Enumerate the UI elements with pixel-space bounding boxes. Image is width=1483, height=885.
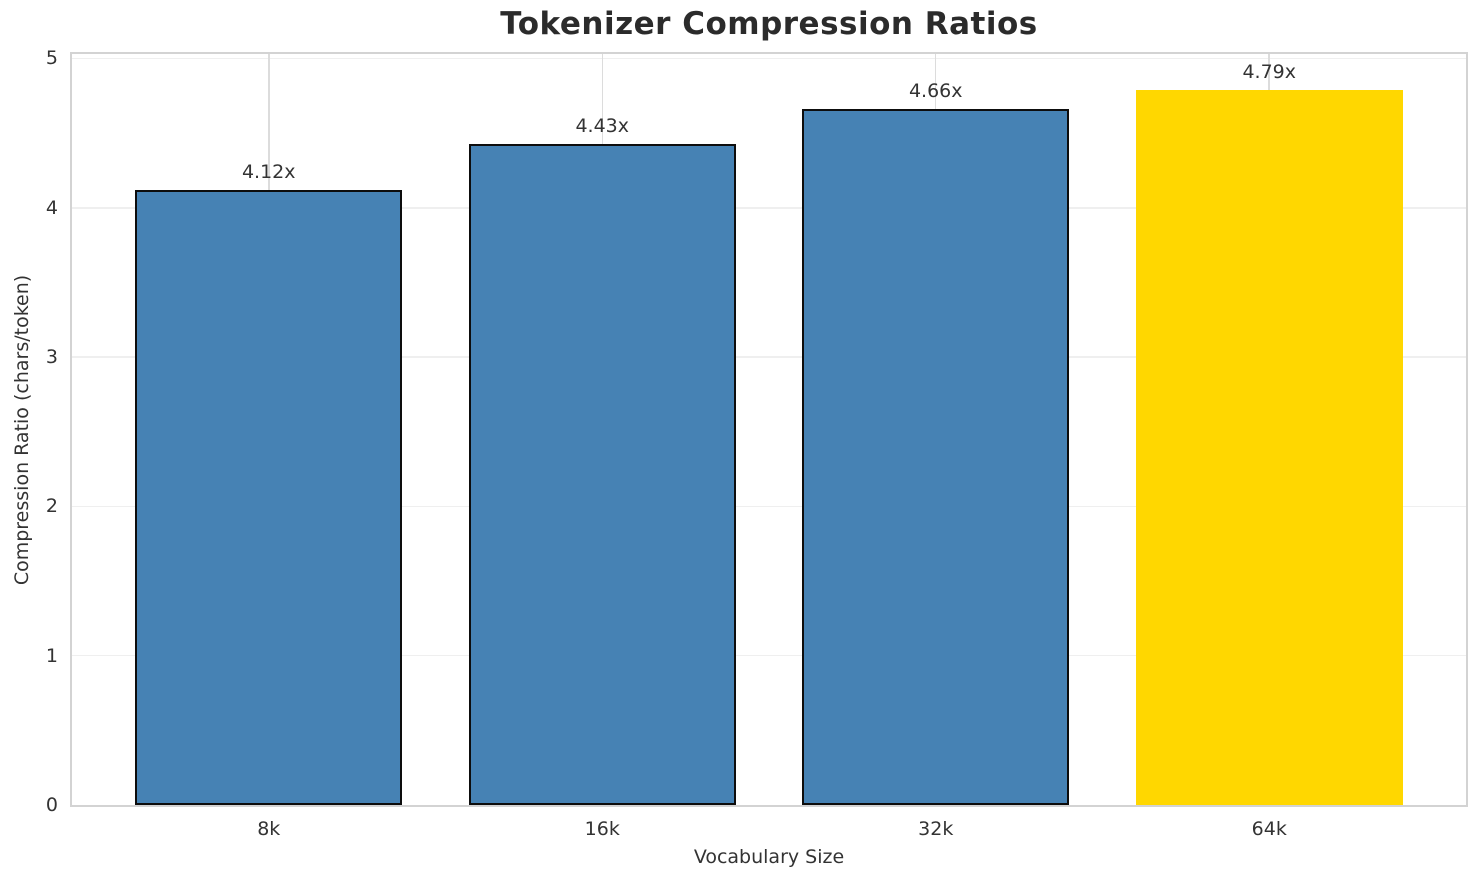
x-tick-label-16k: 16k: [584, 818, 620, 840]
bar-value-label-32k: 4.66x: [908, 80, 963, 103]
chart-title: Tokenizer Compression Ratios: [500, 6, 1038, 42]
y-tick-label-1: 1: [45, 644, 58, 667]
x-axis-label: Vocabulary Size: [693, 846, 845, 868]
bar-value-label-64k: 4.79x: [1242, 60, 1297, 83]
bar-32k: [802, 109, 1070, 805]
horizontal-gridline: [72, 505, 1466, 508]
bar-8k: [135, 189, 403, 805]
horizontal-gridline: [72, 356, 1466, 358]
y-tick-label-3: 3: [45, 346, 58, 369]
y-axis-label: Compression Ratio (chars/token): [11, 274, 33, 586]
horizontal-gridline: [72, 654, 1466, 657]
y-tick-label-4: 4: [45, 196, 58, 219]
x-tick-label-64k: 64k: [1251, 818, 1287, 840]
bar-value-label-8k: 4.12x: [241, 160, 296, 183]
x-tick-label-8k: 8k: [257, 818, 281, 840]
bar-16k: [468, 143, 736, 805]
horizontal-gridline: [72, 57, 1466, 60]
y-tick-label-5: 5: [45, 47, 58, 70]
horizontal-gridline: [72, 207, 1466, 209]
y-tick-label-0: 0: [45, 794, 58, 816]
plot-area: 4.12x 4.43x 4.66x 4.79x: [70, 52, 1468, 807]
bar-64k: [1135, 89, 1403, 805]
y-tick-label-2: 2: [45, 495, 58, 518]
x-tick-label-32k: 32k: [918, 818, 954, 840]
bar-value-label-16k: 4.43x: [575, 114, 630, 137]
